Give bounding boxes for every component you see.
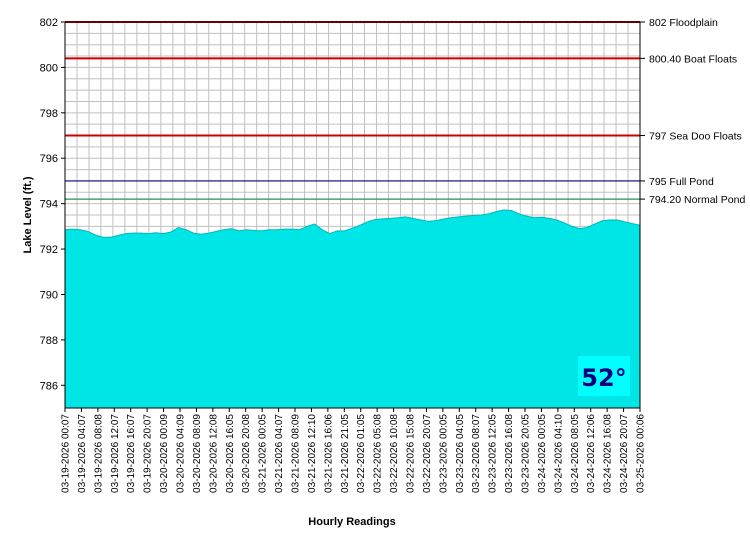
x-tick-label: 03-22-2026 15:08 bbox=[406, 414, 417, 493]
lake-level-area bbox=[64, 209, 641, 409]
reference-label: 797 Sea Doo Floats bbox=[649, 131, 742, 143]
x-tick-label: 03-24-2026 12:06 bbox=[586, 414, 597, 493]
y-axis-ticks: 786 788 790 792 794 796 798 800 802 bbox=[40, 17, 65, 392]
y-tick-label: 792 bbox=[40, 244, 58, 256]
temperature-badge: 52° bbox=[578, 356, 630, 396]
reference-labels: 802 Floodplain 800.40 Boat Floats 797 Sea … bbox=[640, 17, 745, 206]
x-tick-label: 03-21-2026 08:09 bbox=[291, 414, 302, 493]
plot-border bbox=[64, 21, 641, 409]
x-tick-label: 03-25-2026 00:06 bbox=[636, 414, 647, 493]
x-tick-label: 03-20-2026 00:09 bbox=[159, 414, 170, 493]
temperature-value: 52° bbox=[581, 364, 626, 392]
y-axis-title: Lake Level (ft.) bbox=[22, 176, 34, 253]
x-tick-label: 03-23-2026 04:05 bbox=[455, 414, 466, 493]
reference-label: 795 Full Pond bbox=[649, 176, 714, 188]
x-axis-ticks: 03-19-2026 00:07 03-19-2026 04:07 03-19-20… bbox=[61, 408, 647, 493]
x-tick-label: 03-24-2026 00:05 bbox=[537, 414, 548, 493]
x-tick-label: 03-24-2026 16:08 bbox=[603, 414, 614, 493]
x-tick-label: 03-20-2026 12:08 bbox=[208, 414, 219, 493]
x-tick-label: 03-21-2026 04:07 bbox=[274, 414, 285, 493]
x-tick-label: 03-19-2026 16:07 bbox=[126, 414, 137, 493]
x-tick-label: 03-20-2026 04:09 bbox=[176, 414, 187, 493]
x-tick-label: 03-19-2026 12:07 bbox=[110, 414, 121, 493]
x-tick-label: 03-21-2026 21:05 bbox=[340, 414, 351, 493]
x-tick-label: 03-19-2026 08:08 bbox=[93, 414, 104, 493]
reference-label: 794.20 Normal Pond bbox=[649, 194, 745, 206]
y-tick-label: 790 bbox=[40, 289, 58, 301]
y-tick-label: 800 bbox=[40, 62, 58, 74]
x-tick-label: 03-23-2026 20:05 bbox=[521, 414, 532, 493]
x-tick-label: 03-19-2026 20:07 bbox=[143, 414, 154, 493]
x-tick-label: 03-20-2026 20:08 bbox=[241, 414, 252, 493]
x-tick-label: 03-24-2026 04:10 bbox=[553, 414, 564, 493]
x-tick-label: 03-24-2026 20:07 bbox=[619, 414, 630, 493]
x-tick-label: 03-22-2026 10:08 bbox=[389, 414, 400, 493]
temperature-badge-background bbox=[578, 356, 630, 396]
x-tick-label: 03-21-2026 12:10 bbox=[307, 414, 318, 493]
x-tick-label: 03-22-2026 01:05 bbox=[356, 414, 367, 493]
y-tick-label: 802 bbox=[40, 17, 58, 29]
reference-label: 800.40 Boat Floats bbox=[649, 53, 737, 65]
y-tick-label: 786 bbox=[40, 380, 58, 392]
y-tick-label: 798 bbox=[40, 108, 58, 120]
x-tick-label: 03-19-2026 00:07 bbox=[61, 414, 72, 493]
x-tick-label: 03-20-2026 16:05 bbox=[225, 414, 236, 493]
x-tick-label: 03-22-2026 05:08 bbox=[373, 414, 384, 493]
x-tick-label: 03-23-2026 16:08 bbox=[504, 414, 515, 493]
y-tick-label: 796 bbox=[40, 153, 58, 165]
x-tick-label: 03-23-2026 12:05 bbox=[488, 414, 499, 493]
x-tick-label: 03-21-2026 00:05 bbox=[258, 414, 269, 493]
x-tick-label: 03-22-2026 20:07 bbox=[422, 414, 433, 493]
y-tick-label: 788 bbox=[40, 335, 58, 347]
x-tick-label: 03-21-2026 16:06 bbox=[323, 414, 334, 493]
x-axis-title: Hourly Readings bbox=[308, 516, 395, 528]
y-tick-label: 794 bbox=[40, 199, 58, 211]
x-tick-label: 03-24-2026 08:05 bbox=[570, 414, 581, 493]
x-tick-label: 03-20-2026 08:09 bbox=[192, 414, 203, 493]
x-tick-label: 03-23-2026 00:05 bbox=[438, 414, 449, 493]
reference-label: 802 Floodplain bbox=[649, 17, 718, 29]
x-tick-label: 03-23-2026 08:07 bbox=[471, 414, 482, 493]
x-tick-label: 03-19-2026 04:07 bbox=[77, 414, 88, 493]
